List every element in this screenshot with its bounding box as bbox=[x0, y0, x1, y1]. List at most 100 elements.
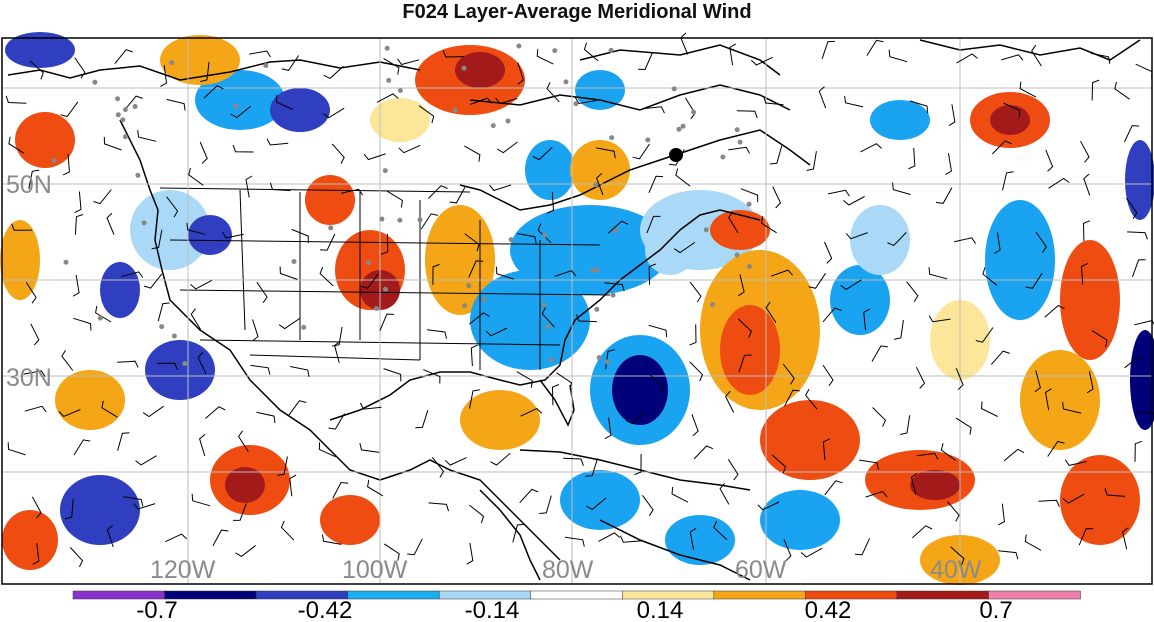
wind-barb bbox=[728, 146, 751, 154]
wind-barb bbox=[29, 60, 44, 80]
arctic-coast bbox=[7, 59, 421, 81]
shading-blob bbox=[130, 190, 210, 270]
station-dot bbox=[594, 306, 600, 312]
station-dot bbox=[508, 237, 514, 243]
shading-blob bbox=[1060, 455, 1140, 545]
wind-barb bbox=[289, 474, 297, 497]
shading-blob bbox=[425, 205, 495, 315]
wind-barb bbox=[840, 279, 862, 291]
wind-barb bbox=[912, 525, 933, 539]
wind-barb bbox=[232, 144, 254, 153]
wind-barb bbox=[596, 173, 604, 196]
shading-blob bbox=[612, 355, 668, 425]
wind-barb bbox=[822, 364, 834, 387]
wind-barb bbox=[760, 216, 777, 234]
wind-barb bbox=[418, 105, 435, 124]
station-dot bbox=[397, 217, 403, 223]
wind-barb bbox=[288, 400, 307, 416]
wind-barb bbox=[245, 175, 253, 198]
lat-label-50n: 50N bbox=[6, 171, 52, 199]
colorbar-label: 0.14 bbox=[637, 597, 684, 622]
wind-barb bbox=[541, 307, 555, 328]
wind-barb bbox=[323, 107, 345, 119]
wind-barb bbox=[770, 269, 793, 277]
wind-barb bbox=[252, 319, 259, 342]
wind-barb bbox=[634, 453, 642, 476]
wind-barb bbox=[469, 504, 485, 524]
wind-barb bbox=[237, 430, 249, 452]
wind-barb bbox=[821, 40, 835, 59]
state-border bbox=[239, 189, 246, 331]
wind-barb bbox=[186, 222, 206, 235]
wind-barb bbox=[466, 542, 474, 565]
station-dot bbox=[737, 139, 743, 145]
wind-barb bbox=[804, 388, 818, 410]
wind-barb bbox=[142, 405, 164, 418]
wind-barb bbox=[990, 350, 1010, 365]
station-dot bbox=[63, 259, 69, 265]
wind-barb bbox=[576, 314, 597, 323]
shading-blob bbox=[1130, 330, 1154, 430]
wind-barb bbox=[910, 472, 918, 495]
lon-label-40w: 40W bbox=[930, 556, 982, 584]
station-dot bbox=[384, 45, 390, 51]
wind-barb bbox=[1003, 448, 1025, 462]
wind-barb bbox=[256, 281, 268, 304]
station-dot bbox=[490, 123, 496, 129]
wind-barb bbox=[73, 439, 91, 456]
wind-barb bbox=[275, 94, 294, 110]
station-dot bbox=[481, 296, 487, 302]
wind-barb bbox=[166, 98, 186, 111]
wind-barb bbox=[783, 539, 792, 562]
wind-barb bbox=[490, 452, 511, 466]
station-dot bbox=[328, 225, 334, 231]
wind-barb bbox=[648, 175, 664, 193]
wind-barb bbox=[397, 58, 420, 66]
shading-blob bbox=[1020, 350, 1100, 450]
shading-blob bbox=[985, 200, 1055, 320]
station-dot bbox=[461, 65, 467, 71]
wind-barb bbox=[689, 361, 704, 382]
wind-barb bbox=[1104, 488, 1126, 497]
shading-blob bbox=[188, 215, 232, 255]
wind-barb bbox=[689, 324, 697, 346]
station-dot bbox=[135, 172, 141, 178]
wind-barb bbox=[1024, 534, 1042, 551]
wind-barb bbox=[7, 442, 26, 456]
gulf-east-coast bbox=[329, 209, 761, 421]
wind-barb bbox=[280, 520, 295, 541]
wind-barb bbox=[1048, 177, 1070, 189]
station-dot bbox=[120, 117, 126, 123]
lat-label-30n: 30N bbox=[6, 364, 52, 392]
shading-blob bbox=[665, 515, 735, 565]
wind-barb bbox=[757, 501, 780, 511]
wind-barb bbox=[855, 538, 871, 556]
station-dots bbox=[51, 43, 752, 367]
station-dot bbox=[680, 123, 686, 129]
shading-blob bbox=[760, 400, 860, 480]
wind-barb bbox=[900, 415, 911, 435]
wind-barb bbox=[871, 345, 888, 362]
wind-barb bbox=[1044, 304, 1065, 318]
shading-blob bbox=[320, 495, 380, 545]
station-dot bbox=[676, 126, 682, 132]
florida bbox=[539, 379, 575, 427]
wind-barb bbox=[808, 273, 827, 289]
wind-barb bbox=[1031, 44, 1042, 67]
wind-barb bbox=[763, 96, 784, 106]
shading-blob bbox=[720, 305, 780, 395]
wind-barb bbox=[638, 52, 653, 71]
wind-barb bbox=[137, 130, 157, 142]
wind-barb bbox=[948, 104, 956, 127]
station-dot bbox=[379, 216, 385, 222]
wind-barb bbox=[197, 352, 207, 374]
shading-blob bbox=[575, 70, 625, 110]
wind-barb bbox=[955, 417, 972, 435]
wind-barb bbox=[279, 266, 298, 280]
wind-barb bbox=[827, 189, 850, 197]
colorbar-swatch bbox=[713, 590, 807, 600]
wind-barb bbox=[765, 301, 777, 323]
station-dot bbox=[141, 220, 147, 226]
wind-barb bbox=[363, 153, 386, 161]
shading-blob bbox=[990, 105, 1030, 135]
